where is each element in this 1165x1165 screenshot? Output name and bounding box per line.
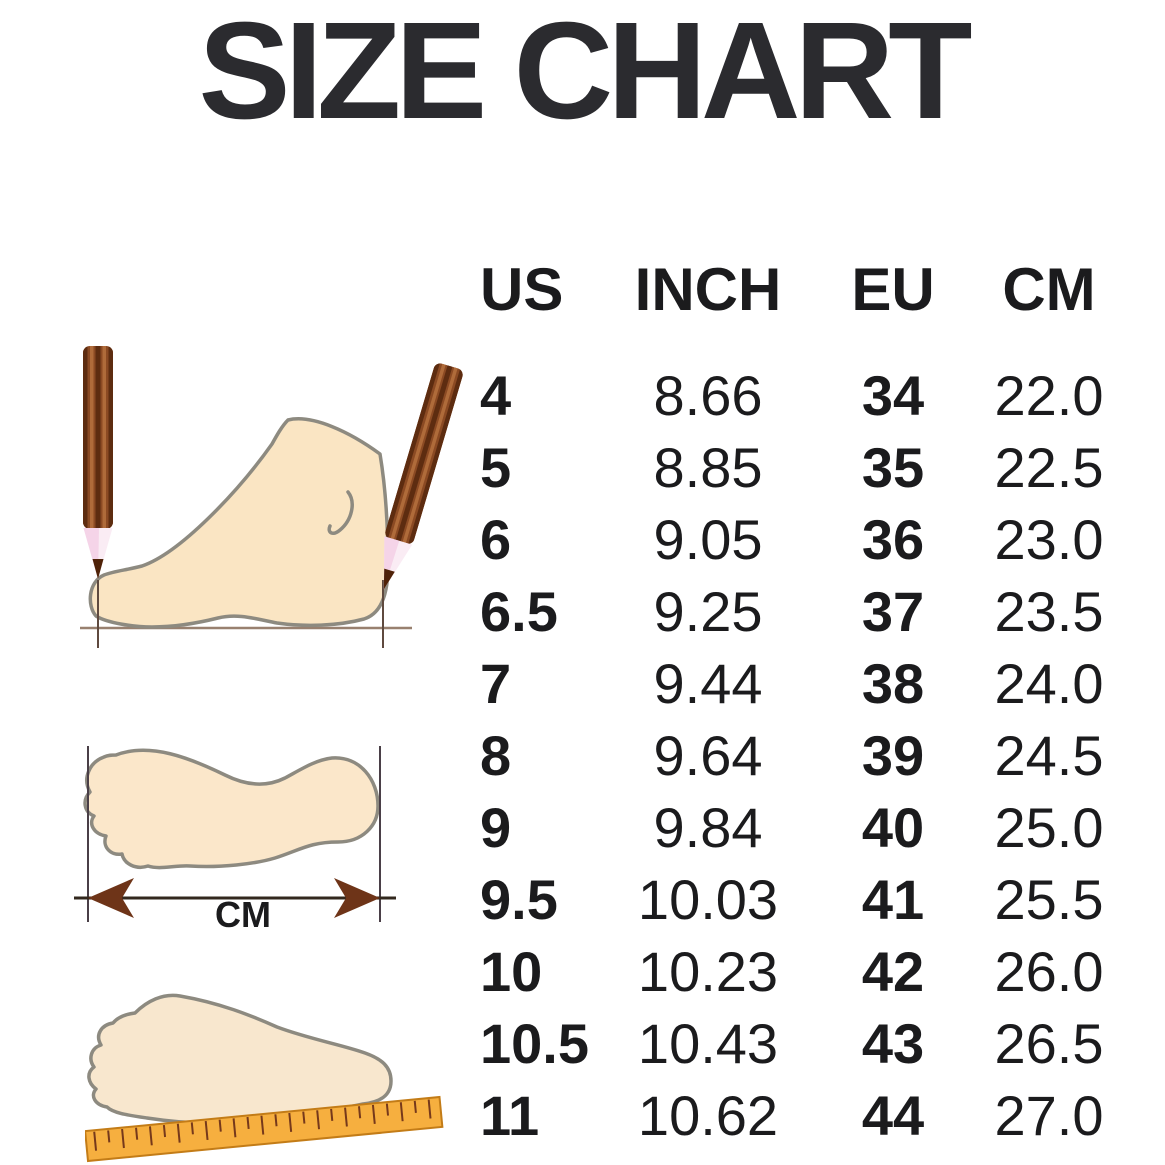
cell-us: 9 — [480, 796, 512, 859]
column-header-cm: CM — [1002, 256, 1096, 323]
cell-inch: 9.84 — [653, 796, 763, 859]
cell-inch: 9.25 — [653, 580, 763, 643]
foot-top-icon — [87, 993, 393, 1125]
table-row: 6 9.05 36 23.0 — [462, 504, 1120, 576]
left-arrowhead-icon — [88, 878, 134, 918]
foot-length-pencil-illustration — [80, 330, 470, 648]
footprint-icon — [83, 748, 380, 870]
cell-cm: 25.0 — [994, 796, 1104, 859]
cell-inch: 8.85 — [653, 436, 763, 499]
cell-cm: 25.5 — [994, 868, 1104, 931]
cell-inch: 10.23 — [637, 940, 779, 1003]
cell-us: 8 — [480, 724, 512, 787]
cell-cm: 23.5 — [994, 580, 1104, 643]
page-title: SIZE CHART — [198, 0, 973, 148]
cell-cm: 26.5 — [994, 1012, 1104, 1075]
right-arrowhead-icon — [334, 878, 380, 918]
cm-unit-label: CM — [215, 894, 271, 935]
cell-eu: 42 — [861, 940, 925, 1003]
cell-us: 7 — [480, 652, 512, 715]
size-table-header-row: US INCH EU CM — [462, 246, 1120, 360]
cell-inch: 9.64 — [653, 724, 763, 787]
table-row: 5 8.85 35 22.5 — [462, 432, 1120, 504]
table-row: 7 9.44 38 24.0 — [462, 648, 1120, 720]
cell-inch: 8.66 — [653, 364, 763, 427]
table-row: 9 9.84 40 25.0 — [462, 792, 1120, 864]
cell-eu: 37 — [861, 580, 925, 643]
cell-inch: 10.03 — [637, 868, 779, 931]
table-row: 10 10.23 42 26.0 — [462, 936, 1120, 1008]
column-header-eu: EU — [851, 256, 935, 323]
cell-eu: 38 — [861, 652, 925, 715]
cell-cm: 22.0 — [994, 364, 1104, 427]
cell-us: 6.5 — [480, 580, 558, 643]
size-table: US INCH EU CM 4 8.66 34 22.0 5 8.85 35 22.5 6 9.0… — [462, 246, 1120, 1152]
cell-eu: 41 — [861, 868, 925, 931]
cell-us: 10 — [480, 940, 543, 1003]
cell-eu: 35 — [861, 436, 925, 499]
cell-cm: 24.5 — [994, 724, 1104, 787]
cell-eu: 39 — [861, 724, 925, 787]
pencil-icon — [83, 346, 113, 579]
cell-eu: 40 — [861, 796, 925, 859]
table-row: 9.5 10.03 41 25.5 — [462, 864, 1120, 936]
table-row: 8 9.64 39 24.5 — [462, 720, 1120, 792]
cell-eu: 34 — [861, 364, 925, 427]
cell-us: 5 — [480, 436, 512, 499]
column-header-inch: INCH — [634, 256, 782, 323]
ruler-icon — [85, 1095, 444, 1163]
table-row: 6.5 9.25 37 23.5 — [462, 576, 1120, 648]
cell-us: 11 — [480, 1084, 540, 1147]
cell-us: 4 — [480, 364, 512, 427]
cell-inch: 9.44 — [653, 652, 763, 715]
cell-inch: 9.05 — [653, 508, 763, 571]
cell-inch: 10.43 — [637, 1012, 779, 1075]
cell-eu: 44 — [861, 1084, 925, 1147]
footprint-cm-illustration: CM — [74, 746, 396, 935]
cell-inch: 10.62 — [637, 1084, 779, 1147]
table-row: 10.5 10.43 43 26.5 — [462, 1008, 1120, 1080]
cell-cm: 24.0 — [994, 652, 1104, 715]
cell-us: 6 — [480, 508, 512, 571]
column-header-us: US — [480, 256, 564, 323]
cell-cm: 27.0 — [994, 1084, 1104, 1147]
cell-us: 9.5 — [480, 868, 558, 931]
ankle-mark — [327, 490, 354, 535]
cell-cm: 22.5 — [994, 436, 1104, 499]
table-row: 4 8.66 34 22.0 — [462, 360, 1120, 432]
cell-eu: 36 — [861, 508, 925, 571]
cell-eu: 43 — [861, 1012, 925, 1075]
foot-ruler-illustration — [85, 993, 444, 1163]
cell-cm: 23.0 — [994, 508, 1104, 571]
cell-cm: 26.0 — [994, 940, 1104, 1003]
cell-us: 10.5 — [480, 1012, 589, 1075]
table-row: 11 10.62 44 27.0 — [462, 1080, 1120, 1152]
size-table-body: 4 8.66 34 22.0 5 8.85 35 22.5 6 9.05 36 23.0 6.5 9.25… — [462, 360, 1120, 1152]
foot-side-icon — [88, 417, 390, 629]
